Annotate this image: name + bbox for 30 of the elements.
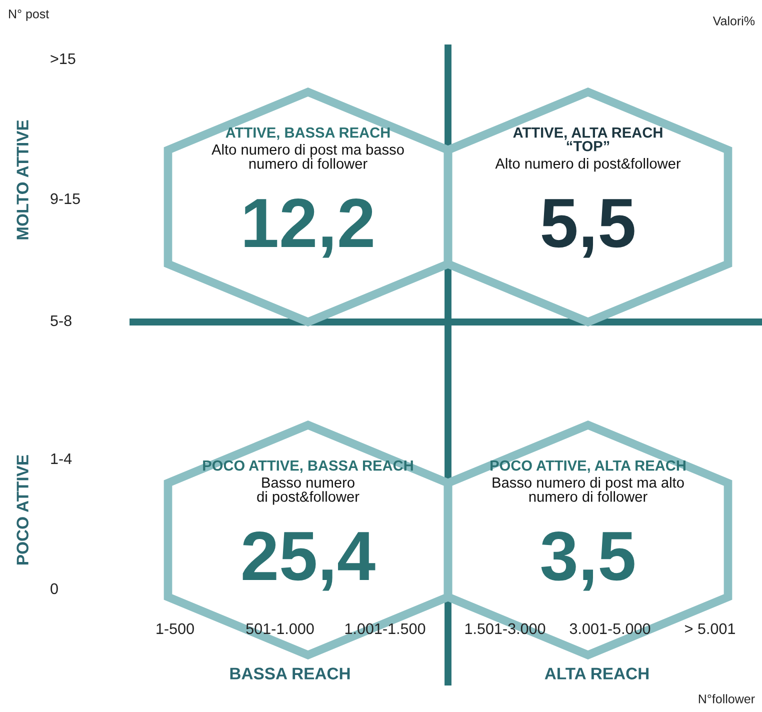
category-label: 5-8 — [50, 315, 72, 326]
category-label: 1-4 — [51, 453, 72, 464]
category-label: >15 — [50, 53, 76, 64]
text: POCO ATTIVE — [16, 455, 28, 564]
text: 501-1.000 — [246, 623, 314, 634]
text: MOLTO ATTIVE — [16, 120, 28, 240]
text: 1.501-3.000 — [465, 623, 546, 634]
category-label: ATTIVE, BASSA REACH — [226, 127, 390, 140]
category-label: 0 — [50, 583, 58, 594]
text: Basso numero di post ma alto numero di follower — [492, 477, 684, 502]
text: > 5.001 — [685, 623, 735, 634]
data-label: 3,5 — [541, 531, 634, 591]
data-label: 5,5 — [542, 199, 634, 258]
data-label: 12,2 — [244, 198, 373, 258]
text: N°follower — [698, 694, 755, 704]
category-label: POCO ATTIVE, BASSA REACH — [203, 460, 413, 473]
text: 1.001-1.500 — [345, 623, 426, 634]
text: BASSA REACH — [230, 668, 350, 680]
text: Valori% — [712, 16, 755, 26]
text: 3.001-5.000 — [570, 623, 650, 634]
text: N° post — [9, 10, 50, 21]
text: ALTA REACH — [544, 668, 648, 680]
category-label: ATTIVE, ALTA REACH “TOP” — [513, 127, 662, 152]
text: 1-500 — [156, 623, 194, 634]
text: Basso numero di post&follower — [257, 478, 360, 505]
category-label: POCO ATTIVE, ALTA REACH — [490, 460, 686, 473]
category-label: 9-15 — [50, 193, 80, 204]
text: Alto numero di post&follower — [495, 158, 681, 172]
text: Alto numero di post ma basso numero di follower — [212, 144, 404, 169]
data-label: 25,4 — [242, 531, 376, 591]
